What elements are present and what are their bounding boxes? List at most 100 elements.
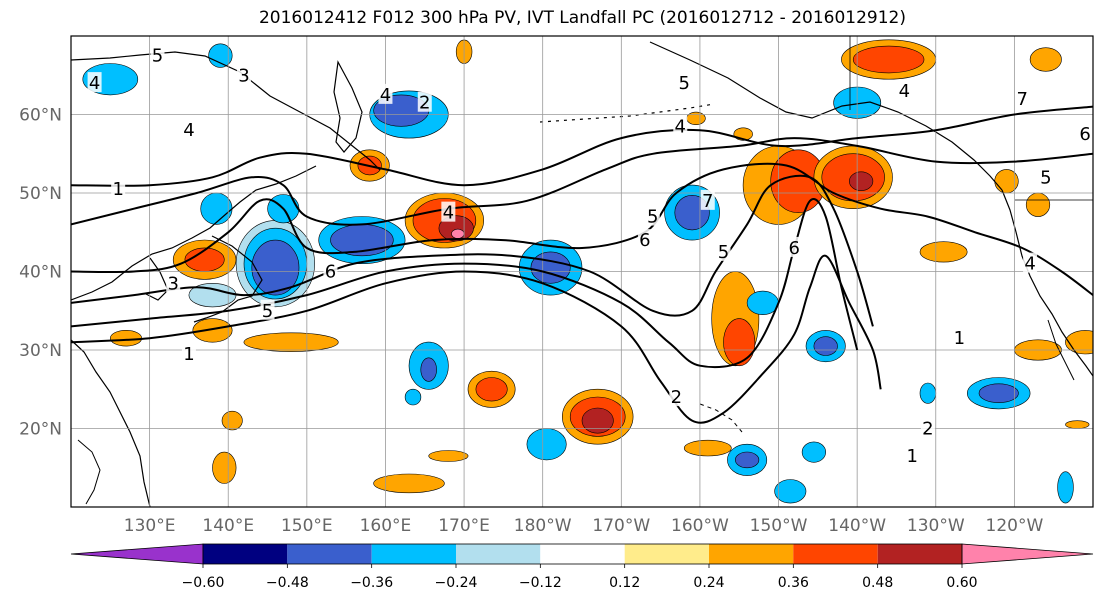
ivt-patch-66 [404, 388, 422, 406]
ivt-patch-12 [451, 228, 465, 239]
ivt-patch-68 [1065, 420, 1090, 429]
contour-label-bg-14 [645, 205, 660, 226]
map-frame [70, 35, 1094, 508]
ivt-patch-11 [438, 215, 474, 242]
colorbar-segment-n060 [203, 544, 288, 564]
ivt-patch-70 [1025, 192, 1051, 217]
contour-label-bg-11 [441, 201, 456, 222]
contour-label-6: 1 [112, 179, 123, 200]
ivt-patch-62 [212, 451, 237, 484]
contour-label-26: 2 [922, 419, 933, 440]
contour-label-15: 6 [639, 230, 650, 251]
contour-label-bg-20 [1015, 87, 1030, 108]
ivt-patch-53 [428, 450, 469, 462]
contour-label-10: 6 [325, 262, 336, 283]
ivt-patch-71 [1029, 47, 1062, 72]
lon-label-160: 160°E [360, 516, 412, 536]
lat-label-60: 60°N [19, 106, 62, 126]
colorbar-segment-p024 [709, 544, 794, 564]
colorbar-tick-label-2: −0.36 [350, 575, 393, 591]
colorbar-segment-p012 [624, 544, 709, 564]
contour-label-4: 4 [380, 85, 391, 106]
ivt-patch-19 [420, 357, 437, 382]
contour-label-9: 5 [262, 301, 273, 322]
colorbar-tick-label-7: 0.36 [778, 575, 809, 591]
lat-label-30: 30°N [19, 341, 62, 361]
lon-label-150: 150°E [281, 516, 333, 536]
pv-contour-5-4 [71, 198, 859, 369]
pv-contour-3-2 [71, 162, 1093, 296]
contour-label-3: 4 [183, 120, 194, 141]
coastline-baja [1047, 319, 1075, 381]
contour-label-bg-25 [669, 386, 684, 407]
ivt-patch-49 [192, 318, 233, 343]
contour-label-bg-2 [236, 64, 251, 85]
colorbar-frame [202, 543, 963, 565]
ivt-patch-26 [674, 195, 710, 231]
coastline-east-asia [71, 165, 317, 301]
coastline-aleutians [539, 103, 715, 123]
coastline-japan [193, 235, 263, 323]
contour-label-22: 5 [1040, 167, 1051, 188]
contour-label-2: 3 [238, 65, 249, 86]
ivt-patch-54 [526, 428, 567, 461]
contour-label-bg-9 [260, 299, 275, 320]
ivt-shading [82, 39, 1093, 504]
contour-label-bg-27 [905, 444, 920, 465]
coastline-philippines [77, 439, 101, 505]
contour-label-bg-6 [111, 178, 126, 199]
contour-label-bg-0 [150, 44, 165, 65]
colorbar-tick-label-8: 0.48 [862, 575, 893, 591]
contour-label-bg-4 [378, 83, 393, 104]
contour-label-25: 2 [671, 387, 682, 408]
contour-label-11: 4 [443, 203, 454, 224]
lat-label-40: 40°N [19, 263, 62, 283]
ivt-patch-24 [581, 407, 614, 434]
colorbar-tick-label-3: −0.24 [435, 575, 478, 591]
contour-label-bg-21 [1078, 123, 1093, 144]
contour-label-12: 5 [678, 73, 689, 94]
ivt-patch-63 [221, 410, 243, 431]
coastline-china [71, 339, 151, 507]
contour-label-5: 2 [419, 93, 430, 114]
contour-label-bg-22 [1038, 166, 1053, 187]
ivt-patch-55 [683, 439, 732, 457]
ivt-patch-36 [813, 336, 838, 356]
colorbar-segment-n024 [456, 544, 541, 564]
contour-label-bg-12 [677, 72, 692, 93]
ivt-patch-65 [208, 43, 233, 68]
colorbar-tick-label-6: 0.24 [693, 575, 724, 591]
colorbar-tick-label-5: 0.12 [609, 575, 640, 591]
colorbar-tick-label-1: −0.48 [266, 575, 309, 591]
ivt-patch-41 [919, 241, 968, 263]
colorbar-extend-over [961, 543, 1094, 565]
coastlines [71, 36, 1093, 507]
ivt-patch-59 [801, 441, 827, 463]
colorbar-extend-under [70, 543, 204, 565]
ivt-patch-31 [848, 171, 874, 191]
contour-label-bg-19 [897, 79, 912, 100]
pv-contours [71, 105, 1093, 424]
colorbar-segment-n036 [371, 544, 456, 564]
contour-label-bg-3 [181, 119, 196, 140]
pv-contour-6-5 [71, 254, 882, 424]
contour-label-7: 3 [167, 273, 178, 294]
ivt-patch-45 [1065, 330, 1093, 355]
contour-label-16: 5 [718, 242, 729, 263]
contour-label-17: 6 [789, 238, 800, 259]
ivt-patch-4 [251, 239, 300, 296]
contour-label-bg-8 [181, 342, 196, 363]
coastline-asia [71, 51, 381, 171]
lon-label-180: 180°W [514, 516, 572, 536]
contour-label-bg-10 [323, 260, 338, 281]
colorbar-tick-label-4: −0.12 [519, 575, 562, 591]
contour-label-14: 5 [647, 207, 658, 228]
pv-contour-1-0 [71, 105, 1093, 187]
contour-label-8: 1 [183, 344, 194, 365]
ivt-patch-47 [110, 330, 143, 347]
ivt-patch-58 [774, 479, 807, 504]
contour-label-bg-5 [417, 91, 432, 112]
